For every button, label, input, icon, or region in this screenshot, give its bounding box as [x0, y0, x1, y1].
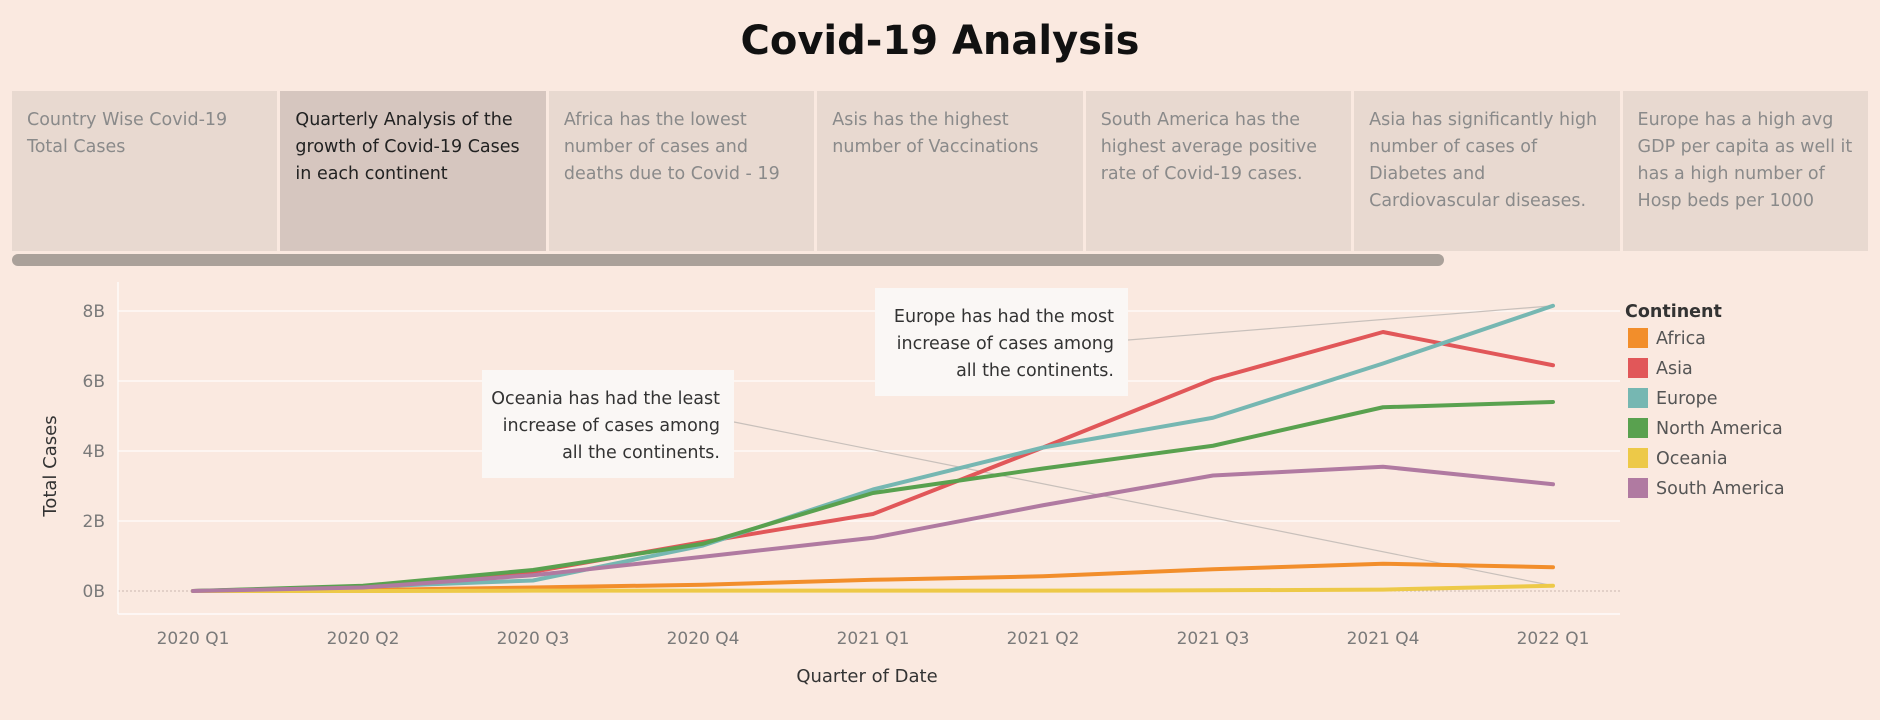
legend-swatch	[1628, 418, 1648, 438]
legend: Continent Africa Asia Europe North America Oc…	[1625, 302, 1785, 499]
legend-item-north-america: North America	[1656, 419, 1783, 439]
y-tick-label: 0B	[83, 582, 105, 602]
story-tab-country-wise[interactable]: Country Wise Covid-19 Total Cases	[12, 91, 278, 251]
legend-swatch	[1628, 358, 1648, 378]
legend-item-europe: Europe	[1656, 389, 1718, 409]
x-tick-label: 2021 Q2	[1007, 629, 1080, 649]
annotation-box	[482, 370, 734, 478]
story-scrollbar[interactable]	[12, 254, 1444, 266]
series-lines	[191, 303, 1555, 593]
story-tab-asia-vaccinations[interactable]: Asis has the highest number of Vaccinati…	[817, 91, 1083, 251]
y-tick-label: 6B	[83, 372, 105, 392]
annotations: Europe has had the most increase of cases…	[482, 288, 1128, 478]
gridlines	[118, 310, 1620, 592]
legend-swatch	[1628, 448, 1648, 468]
y-axis-title: Total Cases	[40, 415, 61, 517]
series-line-europe	[191, 303, 1555, 593]
annotation-text: all the continents.	[956, 361, 1114, 381]
legend-item-south-america: South America	[1656, 479, 1785, 499]
legend-swatch	[1628, 478, 1648, 498]
x-tick-label: 2021 Q1	[837, 629, 910, 649]
story-navigator: Country Wise Covid-19 Total Cases Quarte…	[12, 91, 1868, 251]
story-tab-quarterly-analysis[interactable]: Quarterly Analysis of the growth of Covi…	[280, 91, 546, 251]
annotation-connectors	[733, 305, 1554, 587]
x-tick-label: 2020 Q2	[327, 629, 400, 649]
x-tick-label: 2020 Q3	[497, 629, 570, 649]
annotation-connector	[1127, 305, 1554, 341]
story-tab-south-america-positive-rate[interactable]: South America has the highest average po…	[1085, 91, 1352, 251]
x-tick-label: 2021 Q3	[1177, 629, 1250, 649]
axes: 0B 2B 4B 6B 8B 2020 Q1 2020 Q2 2020 Q3 2020 Q4 20…	[40, 282, 1620, 687]
story-tab-africa-lowest[interactable]: Africa has the lowest number of cases an…	[548, 91, 815, 251]
legend-swatch	[1628, 388, 1648, 408]
series-line-oceania	[191, 583, 1555, 593]
x-tick-label: 2020 Q1	[157, 629, 230, 649]
series-line-asia	[191, 330, 1555, 593]
annotation-text: Oceania has had the least	[491, 389, 720, 409]
annotation-text: increase of cases among	[897, 334, 1114, 354]
y-tick-label: 2B	[83, 512, 105, 532]
x-tick-label: 2022 Q1	[1517, 629, 1590, 649]
legend-item-oceania: Oceania	[1656, 449, 1728, 469]
story-tab-europe-gdp[interactable]: Europe has a high avg GDP per capita as …	[1622, 91, 1868, 251]
legend-item-asia: Asia	[1656, 359, 1693, 379]
y-tick-label: 4B	[83, 442, 105, 462]
line-chart: 0B 2B 4B 6B 8B 2020 Q1 2020 Q2 2020 Q3 2020 Q4 20…	[40, 282, 1785, 687]
series-line-north-america	[191, 400, 1555, 593]
annotation-text: all the continents.	[562, 443, 720, 463]
legend-swatch	[1628, 328, 1648, 348]
annotation-box	[875, 288, 1128, 396]
y-tick-label: 8B	[83, 302, 105, 322]
x-tick-label: 2020 Q4	[667, 629, 740, 649]
annotation-connector	[733, 421, 1554, 587]
annotation-text: increase of cases among	[503, 416, 720, 436]
x-tick-label: 2021 Q4	[1347, 629, 1420, 649]
annotation-text: Europe has had the most	[894, 307, 1114, 327]
page-title: Covid-19 Analysis	[740, 18, 1140, 64]
legend-item-africa: Africa	[1656, 329, 1706, 349]
legend-title: Continent	[1625, 302, 1722, 322]
series-line-south-america	[191, 464, 1555, 593]
x-axis-title: Quarter of Date	[796, 666, 937, 687]
story-tab-asia-diabetes[interactable]: Asia has significantly high number of ca…	[1354, 91, 1620, 251]
